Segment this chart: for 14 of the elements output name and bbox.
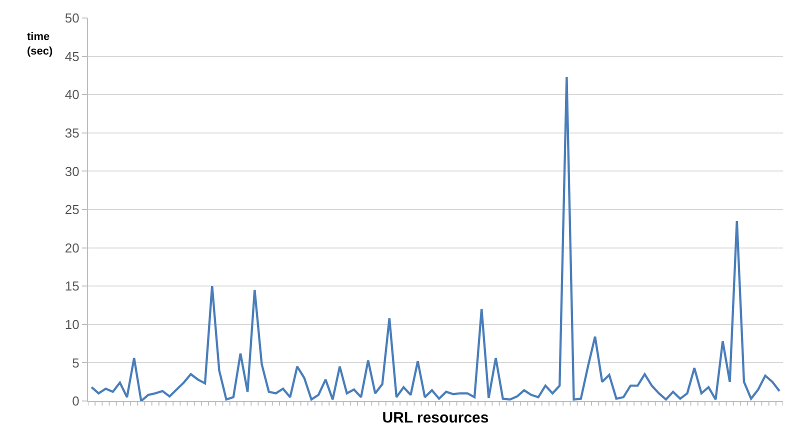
y-tick-label: 25 bbox=[64, 202, 80, 218]
y-axis-title: time (sec) bbox=[27, 31, 54, 58]
y-tick-label: 30 bbox=[64, 164, 80, 179]
y-tick-label: 45 bbox=[64, 48, 80, 64]
y-tick-label: 50 bbox=[64, 10, 80, 26]
y-tick-label: 40 bbox=[64, 87, 80, 102]
y-tick-label: 20 bbox=[64, 240, 80, 256]
y-tick-label: 0 bbox=[72, 394, 80, 409]
y-tick-label: 15 bbox=[64, 278, 80, 294]
x-axis-title: URL resources bbox=[382, 409, 489, 426]
y-tick-label: 35 bbox=[64, 125, 80, 140]
y-tick-label: 10 bbox=[64, 316, 80, 332]
y-tick-label: 5 bbox=[72, 355, 80, 370]
line-series bbox=[90, 76, 781, 401]
